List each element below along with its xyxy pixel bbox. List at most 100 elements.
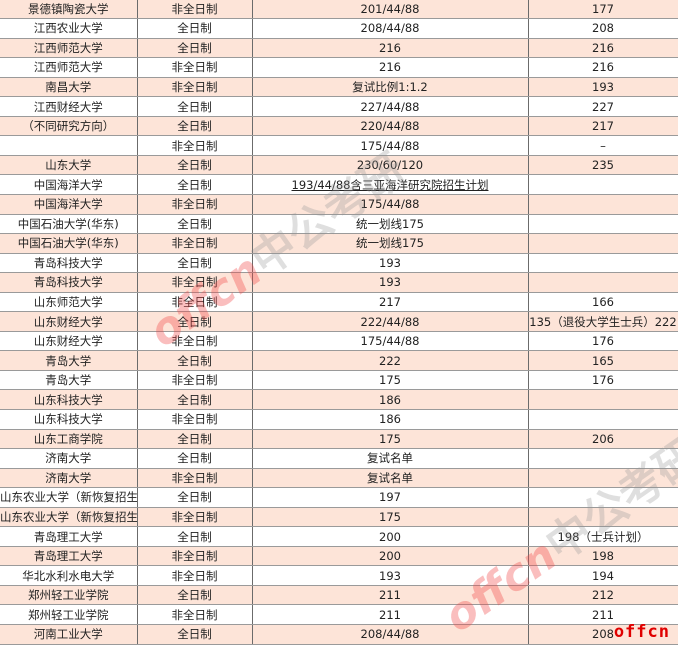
table-row: 郑州轻工业学院 非全日制 211 211 [0, 604, 678, 625]
score-line-cell: 201/44/88 [251, 0, 529, 20]
table-row: 山东农业大学（新恢复招生） 全日制 197 [0, 487, 678, 508]
table-row: 江西财经大学 全日制 227/44/88 227 [0, 96, 678, 117]
score-line-cell: 211 [251, 604, 529, 625]
table-row: 江西农业大学 全日制 208/44/88 208 [0, 18, 678, 39]
table-row: 青岛理工大学 全日制 200 198（士兵计划） [0, 526, 678, 547]
study-mode-cell: 非全日制 [136, 545, 253, 567]
study-mode-cell: 非全日制 [136, 0, 253, 20]
study-mode-cell: 全日制 [136, 584, 253, 606]
other-score-cell [527, 389, 678, 410]
school-cell: 中国海洋大学 [0, 174, 138, 195]
score-line-cell: 175/44/88 [251, 193, 529, 215]
other-score-cell: 208 [527, 624, 678, 645]
score-line-cell[interactable]: 193/44/88含三亚海洋研究院招生计划 [251, 174, 529, 195]
study-mode-cell: 全日制 [136, 311, 253, 332]
study-mode-cell: 非全日制 [136, 135, 253, 156]
table-row: 江西师范大学 非全日制 216 216 [0, 57, 678, 78]
school-cell [0, 135, 138, 156]
study-mode-cell: 全日制 [136, 154, 253, 176]
school-cell: 山东师范大学 [0, 291, 138, 313]
study-mode-cell: 非全日制 [136, 467, 253, 489]
score-line-cell: 复试名单 [251, 467, 529, 489]
table-row: 济南大学 全日制 复试名单 [0, 448, 678, 469]
table-row: 河南工业大学 全日制 208/44/88 208 [0, 624, 678, 645]
study-mode-cell: 非全日制 [136, 57, 253, 78]
score-line-cell: 222 [251, 350, 529, 371]
study-mode-cell: 全日制 [136, 624, 253, 645]
table-row: 中国海洋大学 非全日制 175/44/88 [0, 193, 678, 215]
table-row: 中国石油大学(华东) 全日制 统一划线175 [0, 213, 678, 235]
school-cell: 郑州轻工业学院 [0, 584, 138, 606]
other-score-cell: 166 [527, 291, 678, 313]
other-score-cell: 217 [527, 115, 678, 137]
study-mode-cell: 非全日制 [136, 291, 253, 313]
score-line-cell: 复试比例1:1.2 [251, 76, 529, 98]
table-row: 江西师范大学 全日制 216 216 [0, 37, 678, 59]
study-mode-cell: 非全日制 [136, 506, 253, 528]
study-mode-cell: 非全日制 [136, 330, 253, 352]
school-cell: 青岛科技大学 [0, 252, 138, 274]
score-line-cell: 193 [251, 565, 529, 586]
school-cell: 景德镇陶瓷大学 [0, 0, 138, 20]
school-cell: 郑州轻工业学院 [0, 604, 138, 625]
table-row: 景德镇陶瓷大学 非全日制 201/44/88 177 [0, 0, 678, 20]
school-cell: 华北水利水电大学 [0, 565, 138, 586]
other-score-cell [527, 467, 678, 489]
school-cell: 山东农业大学（新恢复招生） [0, 506, 138, 528]
other-score-cell [527, 174, 678, 195]
table-row: 山东财经大学 全日制 222/44/88 135（退役大学生士兵）222 [0, 311, 678, 332]
study-mode-cell: 全日制 [136, 115, 253, 137]
score-line-cell: 230/60/120 [251, 154, 529, 176]
school-cell: 山东工商学院 [0, 428, 138, 450]
table-row: 青岛大学 全日制 222 165 [0, 350, 678, 371]
school-cell: 济南大学 [0, 467, 138, 489]
table-row: 山东科技大学 非全日制 186 [0, 408, 678, 430]
study-mode-cell: 全日制 [136, 526, 253, 547]
school-cell: 山东大学 [0, 154, 138, 176]
other-score-cell: 165 [527, 350, 678, 371]
school-cell: 山东科技大学 [0, 389, 138, 410]
table-row: 南昌大学 非全日制 复试比例1:1.2 193 [0, 76, 678, 98]
table-row: 青岛大学 非全日制 175 176 [0, 369, 678, 391]
table-row: 青岛科技大学 全日制 193 [0, 252, 678, 274]
other-score-cell: 177 [527, 0, 678, 20]
table-row: 郑州轻工业学院 全日制 211 212 [0, 584, 678, 606]
school-cell: 山东财经大学 [0, 311, 138, 332]
other-score-cell: 206 [527, 428, 678, 450]
score-line-cell: 216 [251, 37, 529, 59]
score-line-cell: 175/44/88 [251, 330, 529, 352]
other-score-cell [527, 448, 678, 469]
school-cell: 青岛大学 [0, 369, 138, 391]
score-line-cell: 197 [251, 487, 529, 508]
score-line-cell: 208/44/88 [251, 624, 529, 645]
school-cell: 河南工业大学 [0, 624, 138, 645]
study-mode-cell: 非全日制 [136, 193, 253, 215]
school-cell: 江西农业大学 [0, 18, 138, 39]
school-cell: 山东财经大学 [0, 330, 138, 352]
other-score-cell [527, 272, 678, 293]
score-line-cell: 193 [251, 252, 529, 274]
other-score-cell: 135（退役大学生士兵）222 [527, 311, 678, 332]
score-line-cell: 227/44/88 [251, 96, 529, 117]
study-mode-cell: 非全日制 [136, 604, 253, 625]
table-row: 山东大学 全日制 230/60/120 235 [0, 154, 678, 176]
score-line-cell: 220/44/88 [251, 115, 529, 137]
other-score-cell [527, 233, 678, 254]
score-line-cell: 200 [251, 526, 529, 547]
school-cell: 南昌大学 [0, 76, 138, 98]
study-mode-cell: 全日制 [136, 213, 253, 235]
school-cell: 中国石油大学(华东) [0, 213, 138, 235]
school-cell: （不同研究方向） [0, 115, 138, 137]
school-cell: 山东科技大学 [0, 408, 138, 430]
score-line-cell: 222/44/88 [251, 311, 529, 332]
table-row: 济南大学 非全日制 复试名单 [0, 467, 678, 489]
table-row: 青岛理工大学 非全日制 200 198 [0, 545, 678, 567]
study-mode-cell: 非全日制 [136, 76, 253, 98]
table-row: 山东科技大学 全日制 186 [0, 389, 678, 410]
other-score-cell: 176 [527, 369, 678, 391]
other-score-cell: 212 [527, 584, 678, 606]
table-row: 非全日制 175/44/88– [0, 135, 678, 156]
table-row: 山东工商学院 全日制 175 206 [0, 428, 678, 450]
score-line-cell: 193 [251, 272, 529, 293]
